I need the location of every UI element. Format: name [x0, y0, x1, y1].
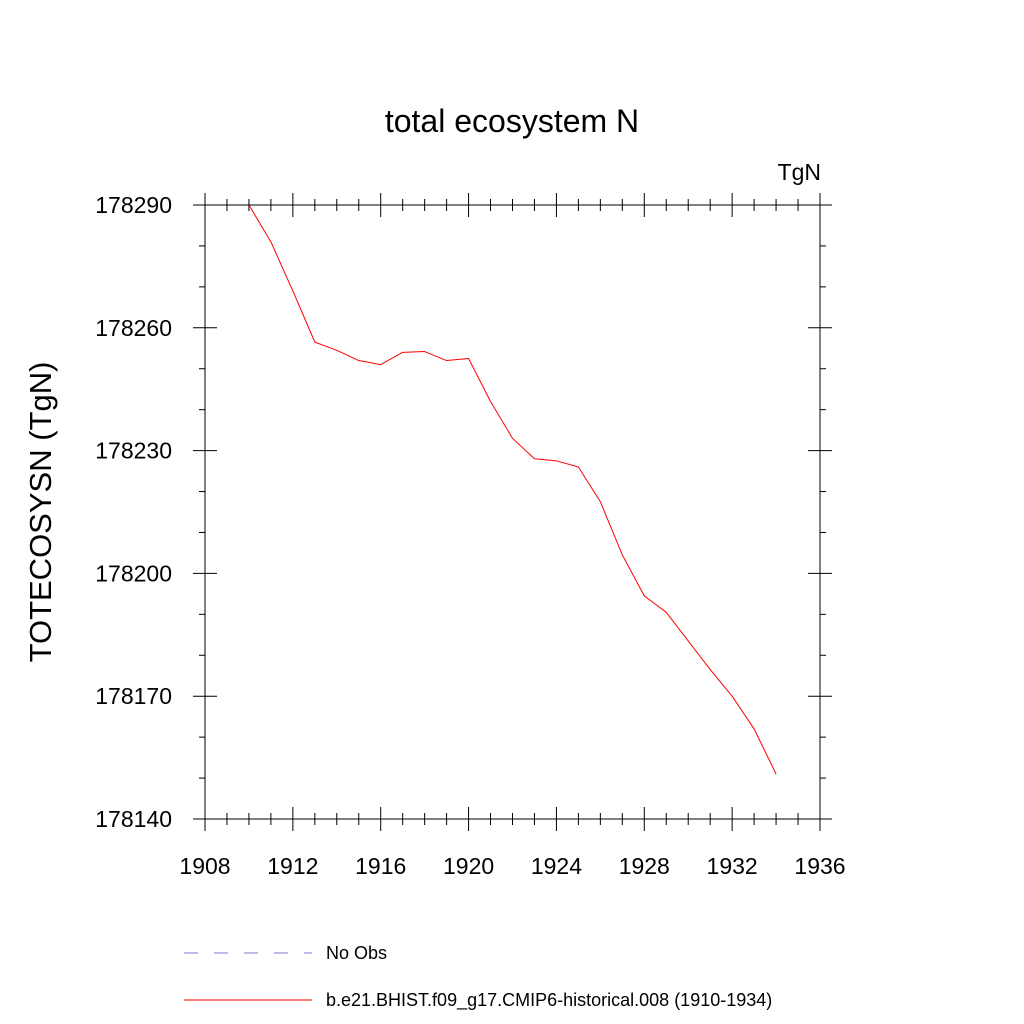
y-tick-label: 178170 [95, 683, 172, 709]
y-tick-label: 178260 [95, 315, 172, 341]
series-lines [248, 204, 777, 775]
y-tick-label: 178290 [95, 192, 172, 218]
x-tick-label: 1932 [707, 853, 758, 879]
x-tick-label: 1908 [179, 853, 230, 879]
x-tick-label: 1920 [443, 853, 494, 879]
y-tick-label: 178230 [95, 438, 172, 464]
y-tick-label: 178140 [95, 806, 172, 832]
x-tick-label: 1916 [355, 853, 406, 879]
series-line [248, 204, 777, 775]
legend-label: No Obs [326, 943, 387, 963]
y-axis-title: TOTECOSYSN (TgN) [23, 362, 58, 663]
x-tick-label: 1912 [267, 853, 318, 879]
x-tick-label: 1936 [794, 853, 845, 879]
y-tick-label: 178200 [95, 560, 172, 586]
plot-frame [204, 204, 821, 820]
units-label: TgN [778, 159, 821, 185]
legend-label: b.e21.BHIST.f09_g17.CMIP6-historical.008… [326, 990, 772, 1011]
x-tick-label: 1924 [531, 853, 582, 879]
chart-title: total ecosystem N [385, 103, 639, 139]
legend: No Obs b.e21.BHIST.f09_g17.CMIP6-historic… [184, 943, 772, 1011]
tick-labels: 1908 1912 1916 1920 1924 1928 1932 1936 178140 17… [95, 192, 845, 879]
x-tick-label: 1928 [619, 853, 670, 879]
axis-ticks [193, 193, 832, 831]
